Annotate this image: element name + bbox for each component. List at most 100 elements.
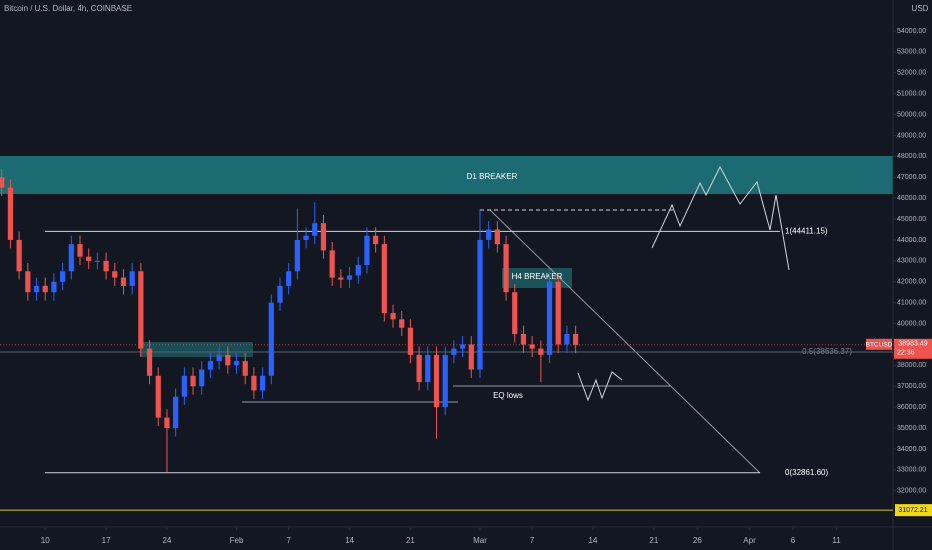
- x-tick-label: 7: [530, 536, 535, 545]
- candle-body: [68, 244, 74, 272]
- x-tick-label: 14: [345, 536, 354, 545]
- x-tick-label: 17: [102, 536, 111, 545]
- symbol-tag: [866, 338, 892, 350]
- candle-body: [242, 361, 248, 376]
- annotation: H4 BREAKER: [512, 272, 563, 281]
- x-tick-label: 21: [406, 536, 415, 545]
- y-tick-label: 38000.00: [897, 362, 926, 369]
- projection-up: [651, 165, 790, 271]
- chart-title: Bitcoin / U.S. Dollar, 4h, COINBASE: [4, 4, 132, 13]
- annotation: D1 BREAKER: [467, 172, 518, 181]
- y-tick-label: 35000.00: [897, 425, 926, 432]
- projection-low: [577, 371, 623, 402]
- x-tick-label: 21: [649, 536, 658, 545]
- trend-line: [489, 209, 761, 474]
- candle-body: [346, 275, 353, 280]
- candle-body: [390, 313, 396, 320]
- x-tick-label: 24: [162, 536, 171, 545]
- candle-body: [303, 235, 309, 240]
- y-tick-label: 50000.00: [897, 111, 926, 118]
- y-tick-label: 33000.00: [897, 467, 926, 474]
- candle-body: [520, 333, 527, 345]
- candle-body: [373, 235, 379, 245]
- y-tick-label: 44000.00: [897, 237, 926, 244]
- candle-body: [355, 265, 361, 276]
- candle-body: [94, 260, 100, 262]
- x-tick-label: 7: [286, 536, 291, 545]
- candle-body: [564, 333, 570, 345]
- candle-body: [459, 344, 466, 349]
- candle-body: [216, 354, 222, 362]
- candle-body: [112, 271, 118, 278]
- x-tick-label: Mar: [473, 536, 487, 545]
- x-tick-label: 6: [791, 536, 796, 545]
- x-tick-label: Apr: [743, 536, 756, 545]
- candle-body: [538, 348, 544, 355]
- y-tick-label: 34000.00: [897, 446, 926, 453]
- candle-body: [190, 375, 196, 387]
- candle-body: [259, 375, 266, 391]
- candle-body: [277, 285, 283, 303]
- candle-body: [251, 375, 257, 391]
- candle-body: [51, 281, 57, 293]
- y-tick-label: 47000.00: [897, 174, 926, 181]
- candle-body: [77, 244, 83, 257]
- demand-zone: [140, 342, 253, 357]
- candle-body: [173, 396, 179, 429]
- x-tick-label: 10: [41, 536, 50, 545]
- candle-body: [573, 333, 579, 345]
- candle-body: [59, 271, 66, 282]
- level-label: 1(44411.15): [785, 226, 828, 235]
- candle-body: [477, 239, 483, 370]
- candle-body: [7, 187, 14, 240]
- candle-body: [364, 235, 370, 266]
- candle-body: [164, 417, 170, 429]
- candle-body: [25, 271, 31, 293]
- y-tick-label: 36000.00: [897, 404, 926, 411]
- y-unit: USD: [912, 4, 929, 13]
- y-tick-label: 37000.00: [897, 383, 926, 390]
- candle-body: [546, 281, 553, 355]
- candle-body: [425, 354, 431, 383]
- candle-body: [381, 244, 387, 314]
- candle-body: [233, 361, 240, 366]
- y-tick-label: 42000.00: [897, 279, 926, 286]
- candle-body: [268, 302, 274, 376]
- candle-body: [494, 229, 500, 245]
- candle-body: [225, 354, 231, 366]
- candle-body: [0, 177, 5, 188]
- candle-body: [407, 327, 414, 355]
- candle-body: [207, 361, 214, 370]
- annotation: EQ lows: [493, 391, 523, 400]
- candle-body: [103, 260, 109, 272]
- candle-body: [42, 285, 48, 293]
- y-tick-label: 43000.00: [897, 258, 926, 265]
- y-tick-label: 41000.00: [897, 299, 926, 306]
- alert-label: 31072.21: [898, 507, 927, 514]
- candle-body: [199, 369, 205, 387]
- candle-body: [555, 281, 561, 345]
- y-tick-label: 49000.00: [897, 132, 926, 139]
- candle-body: [512, 292, 518, 334]
- y-tick-label: 51000.00: [897, 90, 926, 97]
- candle-body: [338, 277, 344, 280]
- alert-tag: [895, 504, 932, 517]
- countdown-label: 22:36: [897, 350, 915, 357]
- candle-body: [120, 277, 127, 286]
- candle-body: [312, 223, 318, 236]
- candle-body: [16, 239, 22, 272]
- y-tick-label: 32000.00: [897, 488, 926, 495]
- candle-body: [486, 229, 492, 240]
- x-tick-label: 26: [693, 536, 702, 545]
- candle-body: [503, 244, 509, 293]
- candle-body: [33, 285, 40, 293]
- y-tick-label: 48000.00: [897, 153, 926, 160]
- level-label: 0.5(38636.37): [802, 347, 852, 356]
- x-tick-label: 11: [832, 536, 841, 545]
- d1-zone: [0, 156, 893, 194]
- candle-body: [442, 354, 448, 408]
- candle-body: [286, 271, 292, 286]
- candle-body: [129, 271, 135, 286]
